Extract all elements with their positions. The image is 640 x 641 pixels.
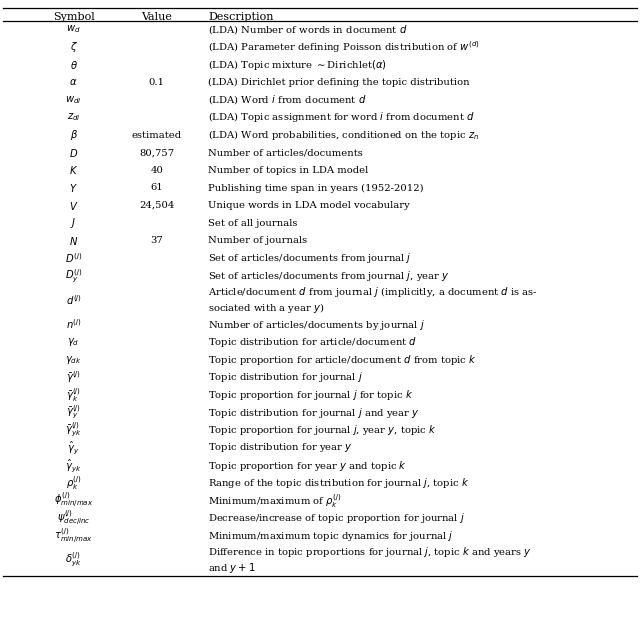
Text: Topic proportion for journal $j$ for topic $k$: Topic proportion for journal $j$ for top… xyxy=(208,388,413,402)
Text: 0.1: 0.1 xyxy=(149,78,165,87)
Text: Unique words in LDA model vocabulary: Unique words in LDA model vocabulary xyxy=(208,201,410,210)
Text: $\hat{\gamma}_y$: $\hat{\gamma}_y$ xyxy=(67,440,80,456)
Text: $D^{(j)}$: $D^{(j)}$ xyxy=(65,251,83,265)
Text: $\rho_k^{(j)}$: $\rho_k^{(j)}$ xyxy=(66,474,81,492)
Text: $\psi_{dec/inc}^{(j)}$: $\psi_{dec/inc}^{(j)}$ xyxy=(57,509,90,528)
Text: Topic distribution for year $y$: Topic distribution for year $y$ xyxy=(208,442,353,454)
Text: estimated: estimated xyxy=(132,131,182,140)
Text: $z_{di}$: $z_{di}$ xyxy=(67,112,81,123)
Text: Topic distribution for journal $j$ and year $y$: Topic distribution for journal $j$ and y… xyxy=(208,406,420,420)
Text: (LDA) Number of words in document $d$: (LDA) Number of words in document $d$ xyxy=(208,23,408,36)
Text: 61: 61 xyxy=(150,183,163,192)
Text: $\beta$: $\beta$ xyxy=(70,128,77,142)
Text: $\bar{\gamma}_k^{(j)}$: $\bar{\gamma}_k^{(j)}$ xyxy=(66,386,81,404)
Text: Set of all journals: Set of all journals xyxy=(208,219,298,228)
Text: (LDA) Word $i$ from document $d$: (LDA) Word $i$ from document $d$ xyxy=(208,94,367,106)
Text: $\theta$: $\theta$ xyxy=(70,58,77,71)
Text: Range of the topic distribution for journal $j$, topic $k$: Range of the topic distribution for jour… xyxy=(208,476,469,490)
Text: Topic proportion for journal $j$, year $y$, topic $k$: Topic proportion for journal $j$, year $… xyxy=(208,423,436,437)
Text: Value: Value xyxy=(141,12,172,22)
Text: Publishing time span in years (1952-2012): Publishing time span in years (1952-2012… xyxy=(208,183,424,192)
Text: (LDA) Word probabilities, conditioned on the topic $z_n$: (LDA) Word probabilities, conditioned on… xyxy=(208,128,479,142)
Text: (LDA) Topic mixture $\sim$Dirichlet$(\alpha)$: (LDA) Topic mixture $\sim$Dirichlet$(\al… xyxy=(208,58,387,72)
Text: Difference in topic proportions for journal $j$, topic $k$ and years $y$: Difference in topic proportions for jour… xyxy=(208,545,532,559)
Text: Number of articles/documents: Number of articles/documents xyxy=(208,148,363,157)
Text: Decrease/increase of topic proportion for journal $j$: Decrease/increase of topic proportion fo… xyxy=(208,512,465,526)
Text: $w_d$: $w_d$ xyxy=(67,24,81,35)
Text: $N$: $N$ xyxy=(69,235,78,247)
Text: (LDA) Topic assignment for word $i$ from document $d$: (LDA) Topic assignment for word $i$ from… xyxy=(208,110,475,124)
Text: 40: 40 xyxy=(150,166,163,175)
Text: $\bar{\gamma}_{yk}^{(j)}$: $\bar{\gamma}_{yk}^{(j)}$ xyxy=(65,421,82,440)
Text: (LDA) Parameter defining Poisson distribution of $w^{(d)}$: (LDA) Parameter defining Poisson distrib… xyxy=(208,39,479,55)
Text: Topic distribution for article/document $d$: Topic distribution for article/document … xyxy=(208,335,417,349)
Text: $\gamma_{dk}$: $\gamma_{dk}$ xyxy=(65,354,82,366)
Text: $w_{di}$: $w_{di}$ xyxy=(65,94,82,106)
Text: Set of articles/documents from journal $j$: Set of articles/documents from journal $… xyxy=(208,251,412,265)
Text: $\tau_{min/max}^{(j)}$: $\tau_{min/max}^{(j)}$ xyxy=(54,526,93,545)
Text: $\phi_{min/max}^{(j)}$: $\phi_{min/max}^{(j)}$ xyxy=(54,491,93,510)
Text: $J$: $J$ xyxy=(70,216,77,230)
Text: Minimum/maximum of $\rho_k^{(j)}$: Minimum/maximum of $\rho_k^{(j)}$ xyxy=(208,492,341,510)
Text: and $y+1$: and $y+1$ xyxy=(208,562,255,575)
Text: $\alpha$: $\alpha$ xyxy=(69,77,78,87)
Text: (LDA) Dirichlet prior defining the topic distribution: (LDA) Dirichlet prior defining the topic… xyxy=(208,78,470,87)
Text: $\bar{\gamma}^{(j)}$: $\bar{\gamma}^{(j)}$ xyxy=(66,369,81,385)
Text: $\gamma_d$: $\gamma_d$ xyxy=(67,336,80,348)
Text: Topic distribution for journal $j$: Topic distribution for journal $j$ xyxy=(208,370,363,385)
Text: Topic proportion for article/document $d$ from topic $k$: Topic proportion for article/document $d… xyxy=(208,353,477,367)
Text: $K$: $K$ xyxy=(69,164,78,176)
Text: Topic proportion for year $y$ and topic $k$: Topic proportion for year $y$ and topic … xyxy=(208,458,407,472)
Text: $D$: $D$ xyxy=(69,147,78,159)
Text: 80,757: 80,757 xyxy=(140,148,174,157)
Text: Minimum/maximum topic dynamics for journal $j$: Minimum/maximum topic dynamics for journ… xyxy=(208,529,454,543)
Text: Number of topics in LDA model: Number of topics in LDA model xyxy=(208,166,368,175)
Text: Number of articles/documents by journal $j$: Number of articles/documents by journal … xyxy=(208,317,425,331)
Text: Symbol: Symbol xyxy=(52,12,95,22)
Text: $\bar{\gamma}_y^{(j)}$: $\bar{\gamma}_y^{(j)}$ xyxy=(66,404,81,421)
Text: $d^{(j)}$: $d^{(j)}$ xyxy=(66,294,81,307)
Text: Article/document $d$ from journal $j$ (implicitly, a document $d$ is as-: Article/document $d$ from journal $j$ (i… xyxy=(208,285,538,299)
Text: Number of journals: Number of journals xyxy=(208,237,307,246)
Text: $\hat{\gamma}_{yk}$: $\hat{\gamma}_{yk}$ xyxy=(65,457,82,474)
Text: $n^{(j)}$: $n^{(j)}$ xyxy=(66,317,81,331)
Text: 37: 37 xyxy=(150,237,163,246)
Text: $Y$: $Y$ xyxy=(69,182,78,194)
Text: Description: Description xyxy=(208,12,273,22)
Text: sociated with a year $y$): sociated with a year $y$) xyxy=(208,301,324,315)
Text: Set of articles/documents from journal $j$, year $y$: Set of articles/documents from journal $… xyxy=(208,269,450,283)
Text: $\delta_{yk}^{(j)}$: $\delta_{yk}^{(j)}$ xyxy=(65,551,82,569)
Text: $\zeta$: $\zeta$ xyxy=(70,40,77,54)
Text: 24,504: 24,504 xyxy=(139,201,175,210)
Text: $V$: $V$ xyxy=(69,199,78,212)
Text: $D_y^{(j)}$: $D_y^{(j)}$ xyxy=(65,267,83,285)
